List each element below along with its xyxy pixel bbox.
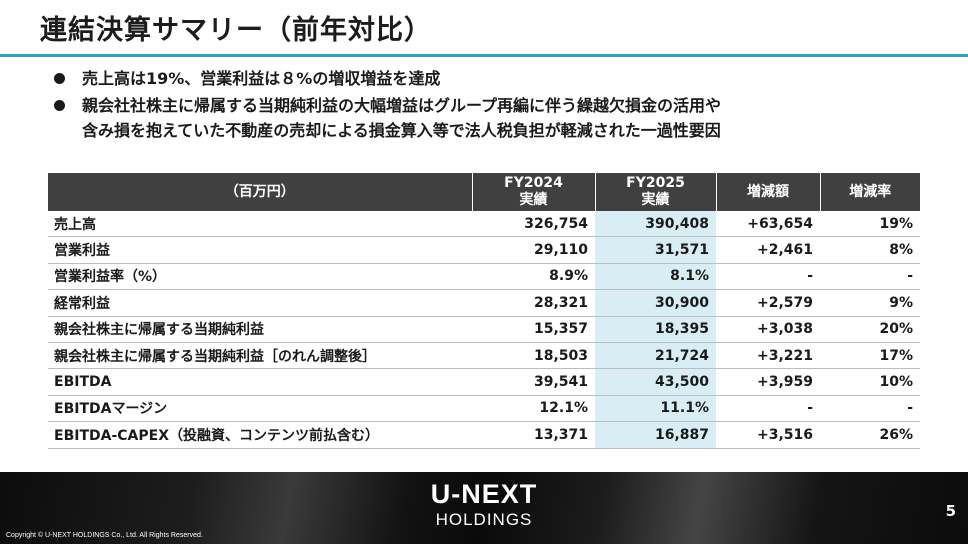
cell-fy2025: 18,395 [595,316,716,343]
cell-fy2024: 12.1% [472,395,595,423]
cell-change: +2,461 [716,236,820,264]
cell-rate: 17% [820,342,920,370]
cell-fy2025: 8.1% [595,263,716,291]
cell-fy2025: 16,887 [595,421,716,449]
cell-change: - [716,263,820,291]
row-label: EBITDAマージン [48,395,472,423]
title-divider [0,54,968,57]
row-label: 経常利益 [48,289,472,317]
cell-change: +3,959 [716,368,820,396]
cell-fy2024: 8.9% [472,263,595,291]
cell-fy2025: 31,571 [595,236,716,264]
cell-fy2024: 29,110 [472,236,595,264]
cell-change: +3,221 [716,342,820,370]
cell-change: +63,654 [716,211,820,238]
cell-fy2025: 30,900 [595,289,716,317]
header-rate: 増減率 [820,173,920,211]
cell-fy2024: 15,357 [472,316,595,343]
row-label: 売上高 [48,211,472,238]
company-logo: U-NEXT [430,479,538,509]
bullet-text: 含み損を抱えていた不動産の売却による損金算入等で法人税負担が軽減された一過性要因 [82,121,721,140]
row-label: 営業利益 [48,236,472,264]
page-number: 5 [945,502,956,520]
header-fy2024: FY2024 実績 [472,173,596,211]
table-row: EBITDAマージン 12.1% 11.1% - - [48,395,920,423]
row-label: 親会社株主に帰属する当期純利益 [48,316,472,343]
bullet-dot-icon [54,73,65,84]
cell-rate: 20% [820,316,920,343]
row-label: 営業利益率（%） [48,263,472,291]
cell-change: +2,579 [716,289,820,317]
copyright-text: Copyright © U-NEXT HOLDINGS Co., Ltd. Al… [6,532,203,539]
cell-fy2024: 326,754 [472,211,595,238]
table-row: 売上高 326,754 390,408 +63,654 19% [48,211,920,238]
row-label: 親会社株主に帰属する当期純利益［のれん調整後］ [48,342,472,370]
table-row: 親会社株主に帰属する当期純利益 15,357 18,395 +3,038 20% [48,316,920,343]
company-logo-sub: HOLDINGS [435,510,533,529]
cell-rate: 9% [820,289,920,317]
header-fy2025: FY2025 実績 [595,173,717,211]
cell-rate: - [820,395,920,423]
cell-fy2024: 28,321 [472,289,595,317]
bullet-text: 売上高は19%、営業利益は８%の増収増益を達成 [82,69,441,88]
table-row: 営業利益 29,110 31,571 +2,461 8% [48,236,920,264]
slide-title: 連結決算サマリー（前年対比） [40,15,432,46]
cell-fy2025: 11.1% [595,395,716,423]
cell-rate: 19% [820,211,920,238]
cell-rate: 26% [820,421,920,449]
table-row: 親会社株主に帰属する当期純利益［のれん調整後］ 18,503 21,724 +3,22… [48,342,920,370]
cell-fy2025: 390,408 [595,211,716,238]
bullet-item: 親会社社株主に帰属する当期純利益の大幅増益はグループ再編に伴う繰越欠損金の活用や… [54,93,721,143]
table-row: 経常利益 28,321 30,900 +2,579 9% [48,289,920,317]
cell-rate: - [820,263,920,291]
cell-change: +3,516 [716,421,820,449]
cell-rate: 10% [820,368,920,396]
header-unit: （百万円） [48,173,473,211]
cell-change: - [716,395,820,423]
cell-fy2025: 43,500 [595,368,716,396]
row-label: EBITDA [48,368,472,396]
cell-fy2024: 13,371 [472,421,595,449]
cell-fy2024: 39,541 [472,368,595,396]
table-row: EBITDA-CAPEX（投融資、コンテンツ前払含む） 13,371 16,887 +… [48,421,920,449]
table-header-row: （百万円） FY2024 実績 FY2025 実績 増減額 増減率 [48,173,920,211]
header-change: 増減額 [716,173,821,211]
row-label: EBITDA-CAPEX（投融資、コンテンツ前払含む） [48,421,472,449]
bullet-list: 売上高は19%、営業利益は８%の増収増益を達成 親会社社株主に帰属する当期純利益… [54,66,721,145]
cell-fy2024: 18,503 [472,342,595,370]
bullet-dot-icon [54,100,65,111]
bullet-text: 親会社社株主に帰属する当期純利益の大幅増益はグループ再編に伴う繰越欠損金の活用や [82,96,722,115]
cell-fy2025: 21,724 [595,342,716,370]
table-row: EBITDA 39,541 43,500 +3,959 10% [48,368,920,396]
bullet-item: 売上高は19%、営業利益は８%の増収増益を達成 [54,66,721,91]
table-row: 営業利益率（%） 8.9% 8.1% - - [48,263,920,291]
cell-change: +3,038 [716,316,820,343]
footer-band [0,472,968,544]
summary-table: （百万円） FY2024 実績 FY2025 実績 増減額 増減率 売上高 326,7… [48,173,920,449]
cell-rate: 8% [820,236,920,264]
